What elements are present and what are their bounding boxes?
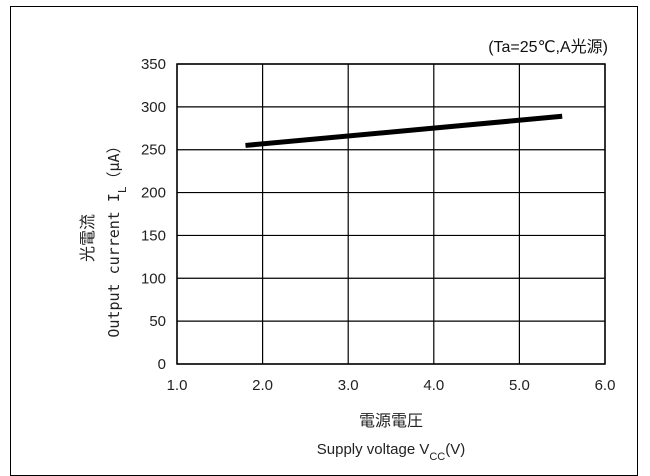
y-axis-label-unit: （μA） (105, 138, 123, 186)
x-tick-label: 3.0 (338, 377, 359, 394)
plot-area (176, 63, 606, 365)
x-tick-label: 4.0 (423, 377, 444, 394)
y-tick-label: 150 (141, 227, 166, 244)
x-axis-label-en: Supply voltage VCC(V) (317, 441, 465, 463)
x-axis-label-jp: 電源電圧 (359, 411, 423, 430)
x-axis-label-main: Supply voltage V (317, 441, 430, 458)
y-tick-label: 200 (141, 185, 166, 202)
y-tick-labels: 0 50 100 150 200 250 300 350 (141, 56, 166, 373)
x-tick-label: 6.0 (595, 377, 616, 394)
y-axis-label-main: Output current I (105, 193, 123, 338)
y-tick-label: 350 (141, 56, 166, 73)
y-tick-label: 50 (149, 313, 166, 330)
x-tick-label: 1.0 (167, 377, 188, 394)
x-tick-label: 2.0 (252, 377, 273, 394)
x-tick-label: 5.0 (509, 377, 530, 394)
y-tick-label: 250 (141, 142, 166, 159)
grid-lines (176, 63, 606, 365)
y-axis-label-sub: L (116, 186, 129, 193)
line-chart: 1.0 2.0 3.0 4.0 5.0 6.0 0 50 100 150 200 250 300 350… (78, 38, 616, 463)
condition-label: (Ta=25℃,A光源) (488, 38, 608, 56)
x-axis-label-unit: (V) (445, 441, 465, 458)
y-tick-label: 0 (158, 356, 166, 373)
series-line (245, 113, 563, 148)
y-axis-label-en: Output current IL（μA） (105, 138, 129, 337)
x-axis-label-sub: CC (429, 451, 445, 463)
x-tick-labels: 1.0 2.0 3.0 4.0 5.0 6.0 (167, 377, 616, 394)
series-group (245, 113, 563, 148)
y-tick-label: 100 (141, 270, 166, 287)
y-tick-label: 300 (141, 99, 166, 116)
y-axis-label-jp: 光電流 (78, 214, 97, 262)
